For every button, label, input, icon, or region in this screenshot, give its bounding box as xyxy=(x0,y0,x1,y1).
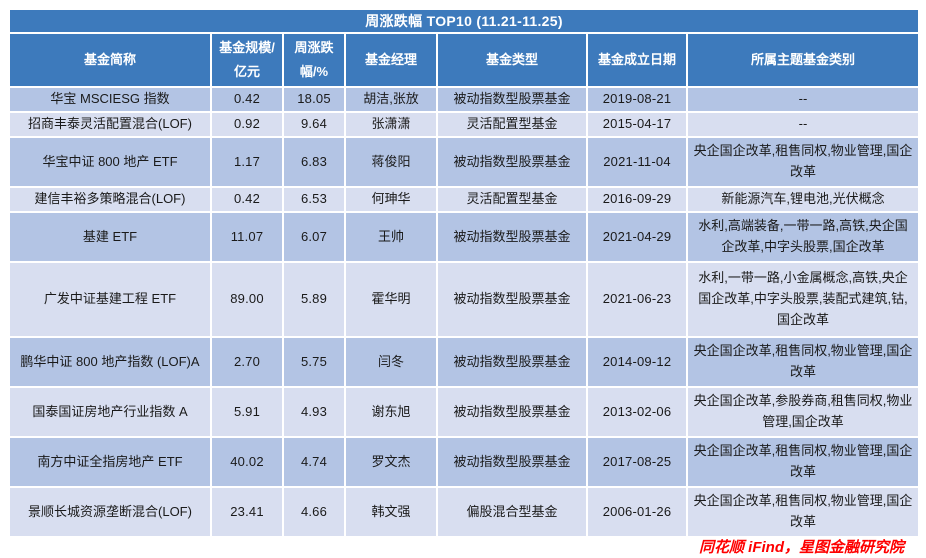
cell-fund-name: 国泰国证房地产行业指数 A xyxy=(8,386,212,439)
cell-weekly-change: 5.75 xyxy=(282,336,346,389)
cell-fund-name: 南方中证全指房地产 ETF xyxy=(8,436,212,489)
cell-weekly-change: 5.89 xyxy=(282,261,346,339)
cell-fund-name: 基建 ETF xyxy=(8,211,212,264)
table-title-row: 周涨跌幅 TOP10 (11.21-11.25) xyxy=(8,8,920,34)
table-row: 华宝中证 800 地产 ETF 1.17 6.83 蒋俊阳 被动指数型股票基金 … xyxy=(8,136,920,189)
col-header-fund-scale: 基金规模/亿元 xyxy=(210,31,284,89)
cell-fund-type: 被动指数型股票基金 xyxy=(436,136,588,189)
cell-inception-date: 2014-09-12 xyxy=(586,336,688,389)
cell-inception-date: 2016-09-29 xyxy=(586,186,688,214)
cell-fund-manager: 何珅华 xyxy=(344,186,438,214)
cell-weekly-change: 6.07 xyxy=(282,211,346,264)
cell-weekly-change: 4.93 xyxy=(282,386,346,439)
cell-fund-manager: 霍华明 xyxy=(344,261,438,339)
cell-fund-manager: 谢东旭 xyxy=(344,386,438,439)
cell-fund-type: 灵活配置型基金 xyxy=(436,111,588,139)
cell-weekly-change: 9.64 xyxy=(282,111,346,139)
table-header-row: 基金简称 基金规模/亿元 周涨跌幅/% 基金经理 基金类型 基金成立日期 所属主… xyxy=(8,31,920,89)
cell-theme-category: 央企国企改革,参股券商,租售同权,物业管理,国企改革 xyxy=(686,386,920,439)
cell-fund-name: 招商丰泰灵活配置混合(LOF) xyxy=(8,111,212,139)
cell-fund-scale: 89.00 xyxy=(210,261,284,339)
cell-fund-type: 偏股混合型基金 xyxy=(436,486,588,539)
cell-inception-date: 2013-02-06 xyxy=(586,386,688,439)
cell-fund-scale: 1.17 xyxy=(210,136,284,189)
cell-fund-type: 被动指数型股票基金 xyxy=(436,386,588,439)
cell-fund-name: 华宝中证 800 地产 ETF xyxy=(8,136,212,189)
col-header-fund-type: 基金类型 xyxy=(436,31,588,89)
cell-weekly-change: 18.05 xyxy=(282,86,346,114)
cell-weekly-change: 4.74 xyxy=(282,436,346,489)
cell-inception-date: 2015-04-17 xyxy=(586,111,688,139)
source-attribution: 同花顺 iFind，星图金融研究院 xyxy=(699,539,904,556)
table-row: 基建 ETF 11.07 6.07 王帅 被动指数型股票基金 2021-04-2… xyxy=(8,211,920,264)
col-header-fund-manager: 基金经理 xyxy=(344,31,438,89)
cell-weekly-change: 4.66 xyxy=(282,486,346,539)
fund-ranking-table: 周涨跌幅 TOP10 (11.21-11.25) 基金简称 基金规模/亿元 周涨… xyxy=(8,8,920,539)
cell-fund-name: 广发中证基建工程 ETF xyxy=(8,261,212,339)
cell-theme-category: 央企国企改革,租售同权,物业管理,国企改革 xyxy=(686,136,920,189)
col-header-fund-name: 基金简称 xyxy=(8,31,212,89)
cell-fund-name: 景顺长城资源垄断混合(LOF) xyxy=(8,486,212,539)
table-row: 广发中证基建工程 ETF 89.00 5.89 霍华明 被动指数型股票基金 20… xyxy=(8,261,920,339)
cell-fund-type: 被动指数型股票基金 xyxy=(436,86,588,114)
cell-weekly-change: 6.83 xyxy=(282,136,346,189)
cell-fund-name: 建信丰裕多策略混合(LOF) xyxy=(8,186,212,214)
cell-theme-category: 新能源汽车,锂电池,光伏概念 xyxy=(686,186,920,214)
cell-fund-scale: 23.41 xyxy=(210,486,284,539)
cell-fund-scale: 2.70 xyxy=(210,336,284,389)
table-row: 建信丰裕多策略混合(LOF) 0.42 6.53 何珅华 灵活配置型基金 201… xyxy=(8,186,920,214)
cell-theme-category: 水利,高端装备,一带一路,高铁,央企国企改革,中字头股票,国企改革 xyxy=(686,211,920,264)
cell-theme-category: 央企国企改革,租售同权,物业管理,国企改革 xyxy=(686,336,920,389)
cell-fund-manager: 闫冬 xyxy=(344,336,438,389)
cell-inception-date: 2006-01-26 xyxy=(586,486,688,539)
cell-fund-type: 被动指数型股票基金 xyxy=(436,436,588,489)
cell-theme-category: 央企国企改革,租售同权,物业管理,国企改革 xyxy=(686,486,920,539)
table-row: 景顺长城资源垄断混合(LOF) 23.41 4.66 韩文强 偏股混合型基金 2… xyxy=(8,486,920,539)
cell-fund-scale: 11.07 xyxy=(210,211,284,264)
cell-fund-type: 灵活配置型基金 xyxy=(436,186,588,214)
cell-fund-manager: 韩文强 xyxy=(344,486,438,539)
table-row: 招商丰泰灵活配置混合(LOF) 0.92 9.64 张潇潇 灵活配置型基金 20… xyxy=(8,111,920,139)
col-header-weekly-change: 周涨跌幅/% xyxy=(282,31,346,89)
cell-fund-manager: 王帅 xyxy=(344,211,438,264)
cell-fund-scale: 40.02 xyxy=(210,436,284,489)
table-row: 华宝 MSCIESG 指数 0.42 18.05 胡洁,张放 被动指数型股票基金… xyxy=(8,86,920,114)
cell-fund-scale: 5.91 xyxy=(210,386,284,439)
col-header-theme-category: 所属主题基金类别 xyxy=(686,31,920,89)
cell-fund-name: 华宝 MSCIESG 指数 xyxy=(8,86,212,114)
cell-theme-category: -- xyxy=(686,111,920,139)
cell-fund-scale: 0.42 xyxy=(210,86,284,114)
cell-inception-date: 2019-08-21 xyxy=(586,86,688,114)
cell-fund-manager: 张潇潇 xyxy=(344,111,438,139)
cell-fund-scale: 0.92 xyxy=(210,111,284,139)
cell-fund-type: 被动指数型股票基金 xyxy=(436,211,588,264)
table-row: 国泰国证房地产行业指数 A 5.91 4.93 谢东旭 被动指数型股票基金 20… xyxy=(8,386,920,439)
table-row: 南方中证全指房地产 ETF 40.02 4.74 罗文杰 被动指数型股票基金 2… xyxy=(8,436,920,489)
cell-inception-date: 2021-06-23 xyxy=(586,261,688,339)
cell-inception-date: 2017-08-25 xyxy=(586,436,688,489)
cell-inception-date: 2021-11-04 xyxy=(586,136,688,189)
cell-fund-manager: 罗文杰 xyxy=(344,436,438,489)
cell-fund-name: 鹏华中证 800 地产指数 (LOF)A xyxy=(8,336,212,389)
cell-fund-scale: 0.42 xyxy=(210,186,284,214)
cell-theme-category: -- xyxy=(686,86,920,114)
cell-weekly-change: 6.53 xyxy=(282,186,346,214)
cell-fund-manager: 胡洁,张放 xyxy=(344,86,438,114)
cell-fund-manager: 蒋俊阳 xyxy=(344,136,438,189)
cell-inception-date: 2021-04-29 xyxy=(586,211,688,264)
cell-theme-category: 水利,一带一路,小金属概念,高铁,央企国企改革,中字头股票,装配式建筑,钴,国企… xyxy=(686,261,920,339)
cell-fund-type: 被动指数型股票基金 xyxy=(436,336,588,389)
cell-theme-category: 央企国企改革,租售同权,物业管理,国企改革 xyxy=(686,436,920,489)
col-header-inception-date: 基金成立日期 xyxy=(586,31,688,89)
table-row: 鹏华中证 800 地产指数 (LOF)A 2.70 5.75 闫冬 被动指数型股… xyxy=(8,336,920,389)
cell-fund-type: 被动指数型股票基金 xyxy=(436,261,588,339)
table-title: 周涨跌幅 TOP10 (11.21-11.25) xyxy=(8,8,920,34)
